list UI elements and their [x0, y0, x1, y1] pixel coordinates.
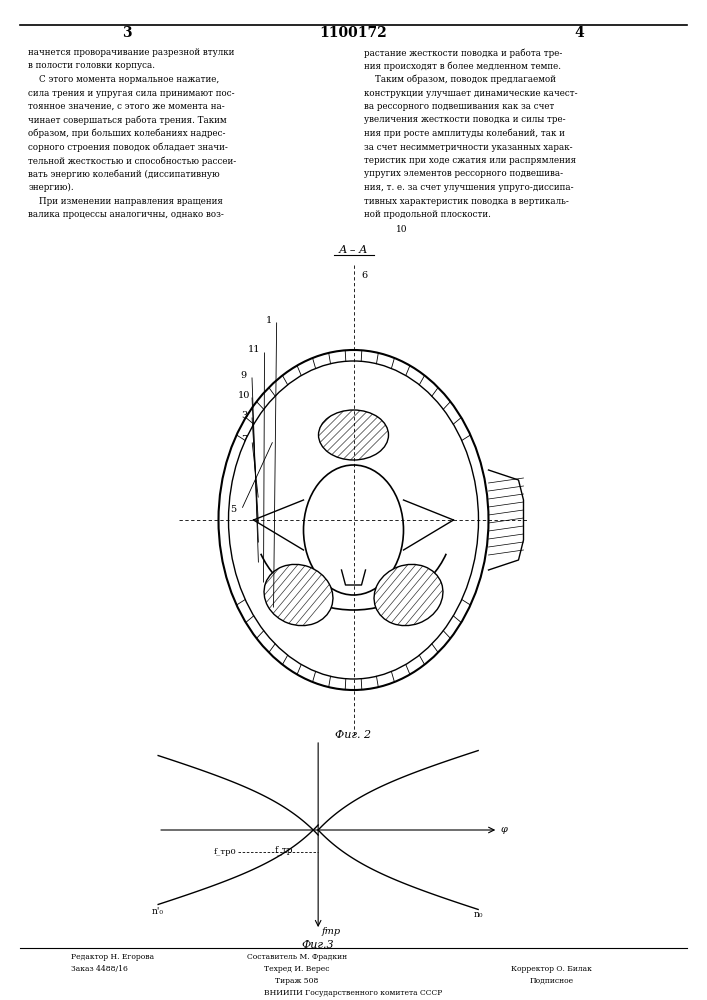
- Text: чинает совершаться работа трения. Таким: чинает совершаться работа трения. Таким: [28, 115, 227, 125]
- Text: в полости головки корпуса.: в полости головки корпуса.: [28, 62, 156, 70]
- Text: Техред И. Верес: Техред И. Верес: [264, 965, 329, 973]
- Text: fтр: fтр: [321, 928, 340, 936]
- Text: теристик при ходе сжатия или распрямления: теристик при ходе сжатия или распрямлени…: [364, 156, 576, 165]
- Text: образом, при больших колебаниях надрес-: образом, при больших колебаниях надрес-: [28, 129, 226, 138]
- Text: Составитель М. Фрадкин: Составитель М. Фрадкин: [247, 953, 347, 961]
- Text: 7: 7: [241, 436, 247, 444]
- Text: f_тр0: f_тр0: [214, 848, 236, 856]
- Text: Заказ 4488/16: Заказ 4488/16: [71, 965, 127, 973]
- Text: растание жесткости поводка и работа тре-: растание жесткости поводка и работа тре-: [364, 48, 563, 57]
- Text: 6: 6: [361, 270, 368, 279]
- Ellipse shape: [264, 564, 333, 626]
- Text: 11: 11: [248, 346, 261, 355]
- Text: Подписное: Подписное: [530, 977, 573, 985]
- Text: n₀: n₀: [473, 910, 483, 919]
- Text: Редактор Н. Егорова: Редактор Н. Егорова: [71, 953, 154, 961]
- Text: n'₀: n'₀: [151, 907, 163, 916]
- Text: 3: 3: [122, 26, 132, 40]
- Text: 4: 4: [575, 26, 585, 40]
- Text: С этого момента нормальное нажатие,: С этого момента нормальное нажатие,: [28, 75, 220, 84]
- Text: f_тр: f_тр: [274, 845, 293, 855]
- Text: ния происходят в более медленном темпе.: ния происходят в более медленном темпе.: [364, 62, 561, 71]
- Text: ния при росте амплитуды колебаний, так и: ния при росте амплитуды колебаний, так и: [364, 129, 565, 138]
- Text: сорного строения поводок обладает значи-: сорного строения поводок обладает значи-: [28, 142, 228, 152]
- Text: φ: φ: [500, 825, 507, 834]
- Text: тивных характеристик поводка в вертикаль-: тивных характеристик поводка в вертикаль…: [364, 196, 569, 206]
- Text: сила трения и упругая сила принимают пос-: сила трения и упругая сила принимают пос…: [28, 89, 235, 98]
- Text: Таким образом, поводок предлагаемой: Таким образом, поводок предлагаемой: [364, 75, 556, 85]
- Text: конструкции улучшает динамические качест-: конструкции улучшает динамические качест…: [364, 89, 578, 98]
- Text: 9: 9: [241, 370, 247, 379]
- Text: 10: 10: [396, 226, 407, 234]
- Text: ной продольной плоскости.: ной продольной плоскости.: [364, 210, 491, 219]
- Text: начнется проворачивание разрезной втулки: начнется проворачивание разрезной втулки: [28, 48, 235, 57]
- Text: Фиг. 2: Фиг. 2: [335, 730, 372, 740]
- Ellipse shape: [374, 564, 443, 626]
- Text: 1: 1: [266, 316, 271, 325]
- Text: При изменении направления вращения: При изменении направления вращения: [28, 196, 223, 206]
- Text: тоянное значение, с этого же момента на-: тоянное значение, с этого же момента на-: [28, 102, 225, 111]
- Text: валика процессы аналогичны, однако воз-: валика процессы аналогичны, однако воз-: [28, 210, 224, 219]
- Text: упругих элементов рессорного подвешива-: упругих элементов рессорного подвешива-: [364, 169, 563, 178]
- Text: 5: 5: [230, 506, 236, 514]
- Text: ния, т. е. за счет улучшения упруго-диссипа-: ния, т. е. за счет улучшения упруго-дисс…: [364, 183, 573, 192]
- Text: ВНИИПИ Государственного комитета СССР: ВНИИПИ Государственного комитета СССР: [264, 989, 443, 997]
- Text: энергию).: энергию).: [28, 183, 74, 192]
- Text: ва рессорного подвешивания как за счет: ва рессорного подвешивания как за счет: [364, 102, 554, 111]
- Text: Тираж 508: Тираж 508: [275, 977, 319, 985]
- Text: 10: 10: [238, 390, 250, 399]
- Ellipse shape: [318, 410, 389, 460]
- Text: увеличения жесткости поводка и силы тре-: увеличения жесткости поводка и силы тре-: [364, 115, 566, 124]
- Text: Корректор О. Билак: Корректор О. Билак: [511, 965, 592, 973]
- Text: 1100172: 1100172: [320, 26, 387, 40]
- Text: за счет несимметричности указанных харак-: за счет несимметричности указанных харак…: [364, 142, 573, 151]
- Text: Фиг.3: Фиг.3: [302, 940, 334, 950]
- Text: вать энергию колебаний (диссипативную: вать энергию колебаний (диссипативную: [28, 169, 220, 179]
- Text: тельной жесткостью и способностью рассеи-: тельной жесткостью и способностью рассеи…: [28, 156, 237, 165]
- Text: А – А: А – А: [339, 245, 368, 255]
- Text: 3: 3: [241, 410, 247, 420]
